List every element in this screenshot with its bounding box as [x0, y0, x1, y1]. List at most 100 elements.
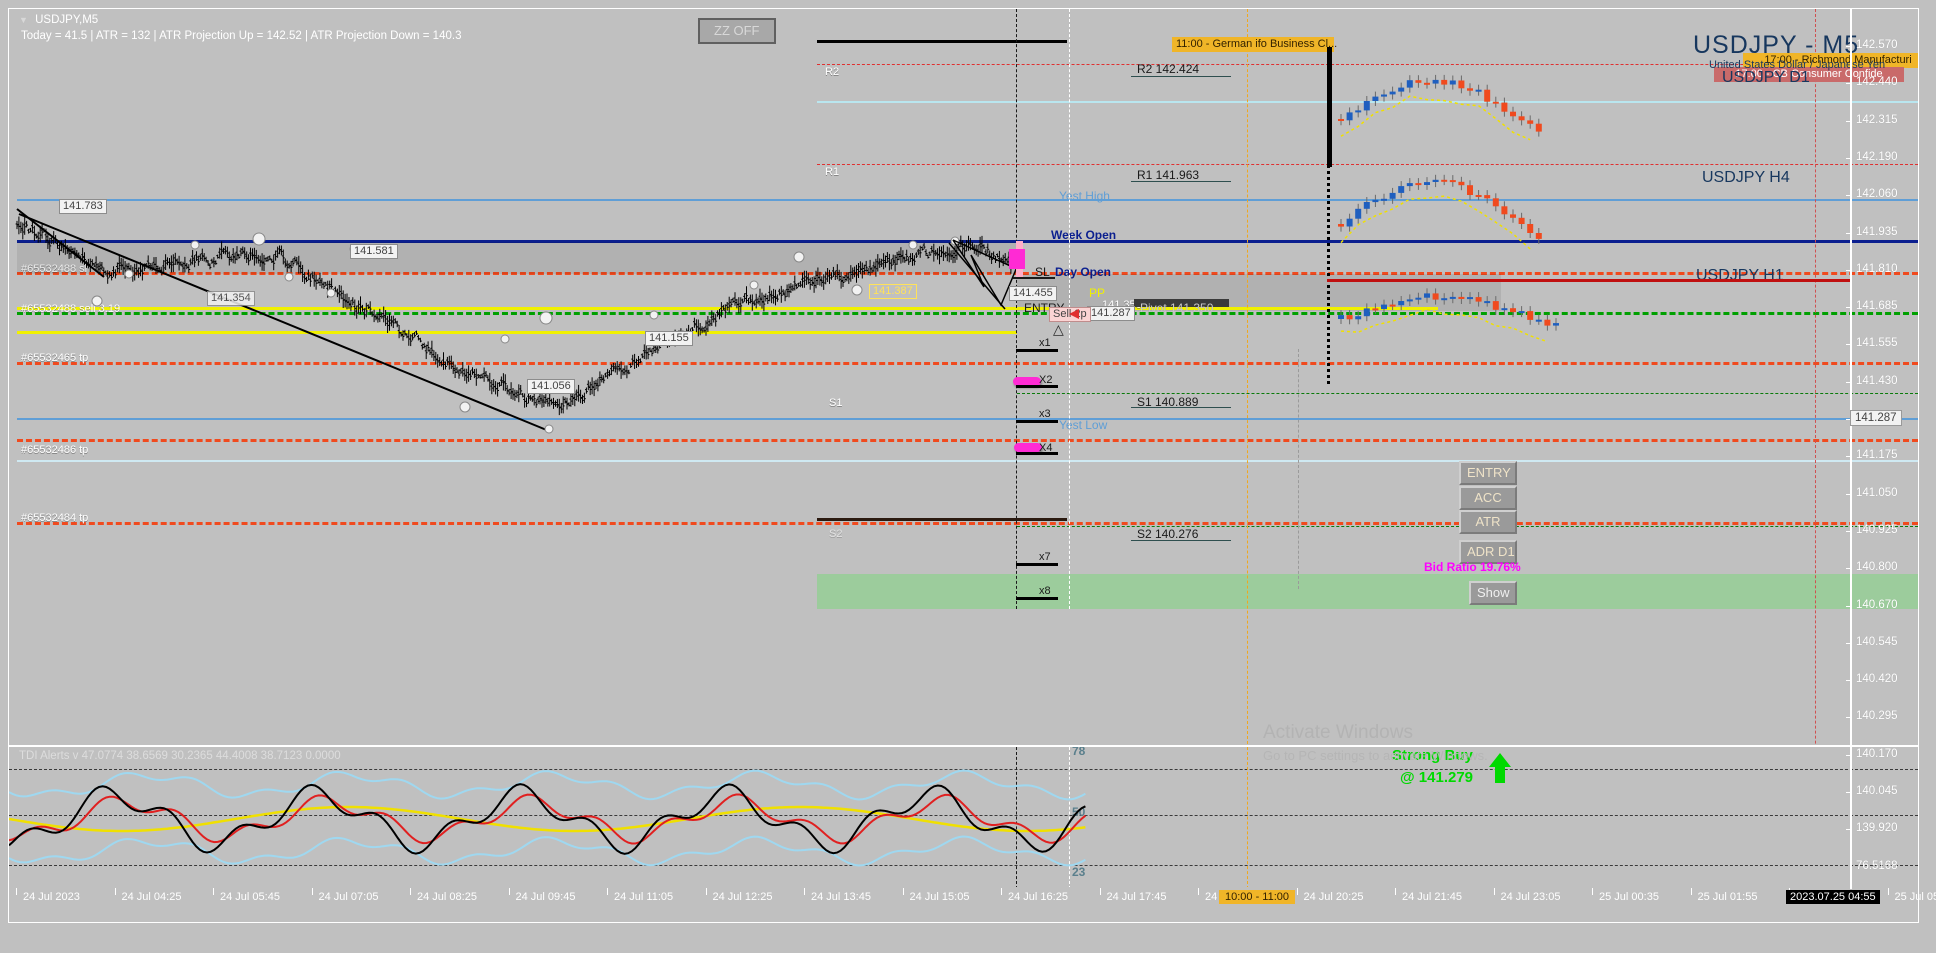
chart-window[interactable]: ▼ USDJPY,M5 Today = 41.5 | ATR = 132 | A… [8, 8, 1936, 923]
time-tick-mark [1690, 888, 1692, 895]
tdi-level-label-23: 23 [1072, 865, 1086, 879]
price-pane[interactable]: ▼ USDJPY,M5 Today = 41.5 | ATR = 132 | A… [9, 9, 1918, 744]
price-scale[interactable]: 142.570 142.440 142.315 142.190 142.060 141.9… [1846, 9, 1918, 889]
current-bid-scale-tag: 141.287 [1850, 410, 1902, 426]
news-vertical-line-1 [1247, 9, 1248, 744]
entry-arrow-marker [1009, 249, 1025, 269]
price-tick-label: 140.925 [1856, 523, 1898, 536]
tdi-level-50-line [9, 815, 1918, 816]
level-label-x8: x8 [1039, 585, 1051, 597]
s1-label: S1 [829, 397, 843, 409]
time-tick-label: 25 Jul 01:55 [1697, 891, 1758, 903]
price-tick-label: 141.935 [1856, 225, 1898, 238]
price-tick-label: 142.060 [1856, 188, 1898, 201]
price-tick-dash [1846, 530, 1851, 532]
main-candles [15, 208, 1021, 434]
time-tick-mark [1001, 888, 1002, 895]
news-time-marker[interactable]: 10:00 - 11:00 [1219, 890, 1296, 904]
price-tick-dash [1846, 344, 1851, 346]
zz-toggle-button[interactable]: ZZ OFF [698, 18, 776, 44]
time-tick-mark [1395, 888, 1396, 895]
crosshair-time-label: 2023.07.25 04:55 [1786, 890, 1880, 904]
news-ribbon-german-ifo[interactable]: 11:00 - German ifo Business Cl... [1172, 37, 1337, 52]
price-tick-label: 141.430 [1856, 374, 1898, 387]
price-tick-dash [1846, 642, 1851, 644]
level-label-x7: x7 [1039, 551, 1051, 563]
pivot-value-backer [1134, 299, 1229, 307]
r1-line [817, 164, 1918, 165]
subchart-title-d1: USDJPY D1 [1722, 69, 1810, 86]
price-tick-label: 140.420 [1856, 673, 1898, 686]
price-tick-dash [1846, 120, 1851, 122]
time-tick-label: 24 Jul 13:45 [811, 891, 871, 903]
level-label-x4: X4 [1039, 442, 1053, 454]
tdi-indicator-pane[interactable]: TDI Alerts v 47.0774 38.6569 30.2365 44.… [9, 745, 1918, 887]
crosshair-vertical-line [1016, 9, 1017, 609]
time-tick-label: 25 Jul 05:55 [1894, 891, 1936, 903]
time-tick-label: 24 Jul 08:25 [417, 891, 477, 903]
s2-value-label: S2 140.276 [1137, 527, 1199, 541]
bid-ratio-label: Bid Ratio 19.76% [1424, 560, 1521, 574]
price-tick-dash [1846, 829, 1851, 831]
time-tick-label: 24 Jul 04:25 [121, 891, 182, 903]
yest-low-line [17, 418, 1918, 420]
tdi-session-line [1069, 747, 1070, 887]
s2-black-segment [817, 518, 1067, 521]
price-tick-label: 140.800 [1856, 561, 1898, 574]
price-tick-dash [1846, 680, 1851, 682]
adr-d1-panel-button[interactable]: ADR D1 [1459, 540, 1517, 564]
price-tick-dash [1846, 493, 1851, 495]
price-tick-dash [1846, 307, 1851, 309]
order-label-tp3: #65532484 tp [21, 512, 89, 524]
level-bar-x2 [1016, 385, 1058, 388]
up-arrow-icon [1489, 753, 1511, 783]
price-tick-label: 140.170 [1856, 747, 1898, 760]
sl-marker-bar [1013, 277, 1055, 279]
price-tick-dash [1846, 232, 1851, 234]
atr-panel-button[interactable]: ATR [1459, 510, 1517, 534]
time-axis[interactable]: 24 Jul 2023 24 Jul 04:25 24 Jul 05:45 24 Ju… [9, 888, 1936, 922]
price-tag-4: 141.155 [645, 331, 693, 346]
time-tick-label: 24 Jul 12:25 [712, 891, 773, 903]
news-ribbon-richmond[interactable]: 17:00 - Richmond Manufacturi [1743, 53, 1918, 68]
show-panel-button[interactable]: Show [1469, 581, 1517, 605]
time-tick-mark [114, 888, 116, 895]
d1-separator-line [1327, 44, 1330, 384]
price-tick-dash [1846, 792, 1851, 793]
time-tick-mark [1099, 888, 1101, 895]
price-tag-pivot: 141.387 [869, 284, 917, 299]
r1-label: R1 [825, 166, 840, 178]
upper-black-level [817, 40, 1067, 43]
news-ribbon-cb-confidence[interactable]: 17:00 - CB Consumer Confide [1714, 67, 1904, 82]
r2-value-label: R2 142.424 [1137, 62, 1200, 76]
price-tick-dash [1846, 456, 1851, 458]
price-tick-label: 142.440 [1856, 76, 1898, 89]
price-tick-dash [1846, 419, 1851, 420]
price-tick-dash [1846, 568, 1851, 570]
time-tick-label: 24 Jul 05:45 [220, 891, 280, 903]
pp-label: PP [1089, 286, 1106, 300]
order-label-sl: #65532488 sl [21, 263, 88, 275]
day-open-tp-line [17, 272, 1918, 275]
price-tick-label: 140.670 [1856, 598, 1898, 611]
price-tick-label: 142.315 [1856, 113, 1898, 126]
time-tick-mark [705, 888, 707, 895]
entry-panel-button[interactable]: ENTRY [1459, 461, 1517, 485]
collapse-triangle-icon[interactable]: ▼ [19, 15, 28, 25]
acc-panel-button[interactable]: ACC [1459, 486, 1517, 510]
price-tick-dash [1846, 754, 1851, 756]
s2-label: S2 [829, 528, 843, 540]
price-tick-label: 139.920 [1856, 822, 1898, 835]
sl-green-line [17, 312, 1918, 315]
time-tick-mark [1493, 888, 1495, 895]
tdi-level-78-line [9, 769, 1918, 770]
symbol-label: USDJPY,M5 [35, 14, 99, 26]
s1-value-label: S1 140.889 [1137, 395, 1199, 409]
tdi-curves [9, 769, 1087, 867]
time-tick-label: 24 Jul 17:45 [1106, 891, 1167, 903]
level-label-x2: X2 [1039, 374, 1053, 386]
r2-line [817, 64, 1918, 65]
tdi-news-line [1247, 747, 1248, 887]
signal-verdict: Strong Buy [1392, 747, 1473, 764]
